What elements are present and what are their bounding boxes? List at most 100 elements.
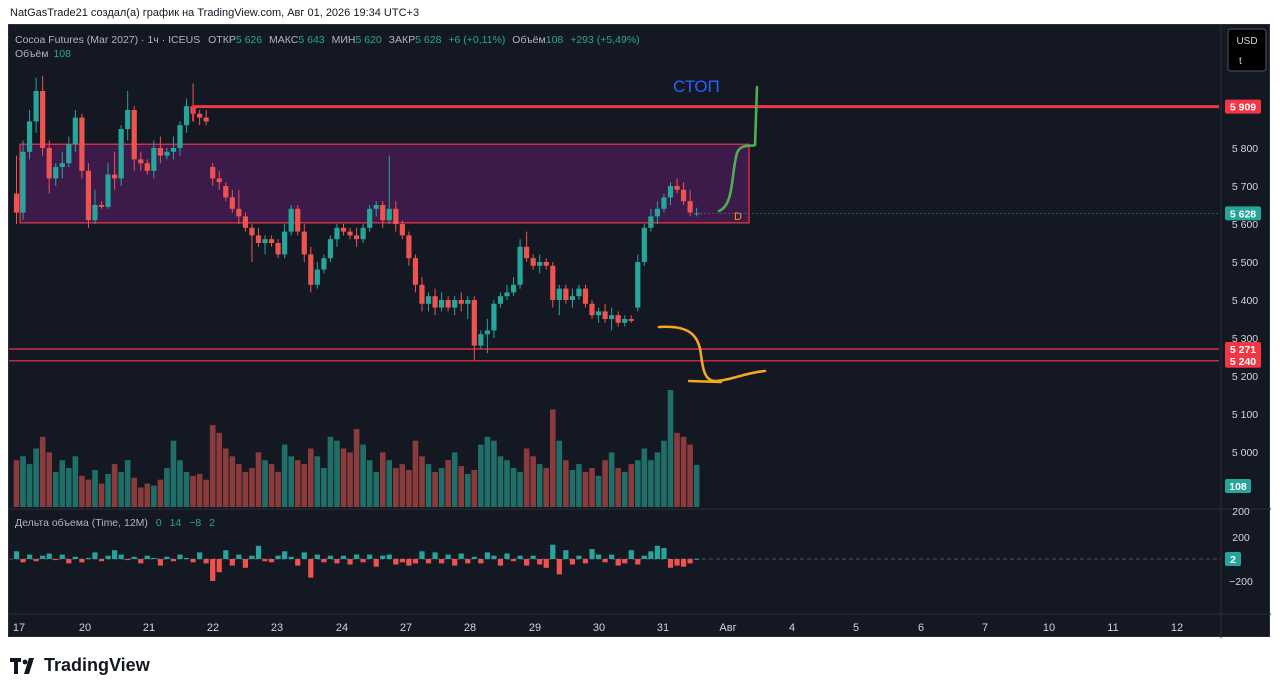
volume-bar	[602, 460, 608, 507]
volume-bar	[536, 464, 543, 507]
candle-body	[360, 227, 366, 240]
volume-bar	[451, 452, 458, 507]
volume-bar	[582, 471, 589, 507]
price-badge	[1225, 99, 1261, 114]
volume-bar	[294, 460, 301, 507]
volume-bar	[484, 436, 491, 507]
candle-body	[641, 227, 647, 262]
volume-bar	[216, 432, 223, 507]
chart-canvas[interactable]: 5 100 5 200 5 300 5 400 5 500 5 600 5 700 5 800…	[9, 25, 1271, 638]
volume-bar	[164, 468, 170, 507]
delta-bar	[412, 559, 419, 564]
bullish-path-drawing[interactable]	[717, 85, 759, 213]
candle-body	[210, 167, 216, 179]
bearish-path-drawing[interactable]	[657, 325, 767, 383]
delta-bar	[694, 558, 700, 560]
chart-frame[interactable]: 5 100 5 200 5 300 5 400 5 500 5 600 5 700 5 800…	[8, 24, 1271, 638]
price-tick-label: 5 000	[1232, 447, 1258, 459]
volume-bar	[497, 456, 504, 507]
delta-bar	[425, 559, 432, 564]
volume-bar	[190, 475, 196, 507]
candle-body	[92, 205, 98, 221]
candle-body	[628, 319, 634, 321]
delta-bar	[550, 544, 556, 559]
volume-bar	[33, 448, 39, 507]
volume-bar	[321, 468, 327, 507]
delta-bar	[504, 553, 510, 559]
candle-body	[393, 208, 399, 224]
candle-body	[53, 167, 59, 179]
candle-body	[255, 235, 262, 243]
delta-bar	[582, 559, 589, 564]
candle-body	[157, 148, 163, 156]
delta-bar	[164, 556, 170, 559]
price-tick-label: 5 400	[1232, 295, 1258, 307]
volume-bar	[177, 460, 183, 507]
tradingview-logo-icon	[10, 657, 38, 674]
delta-bar	[648, 551, 654, 559]
delta-bar	[563, 550, 569, 559]
volume-bar	[249, 468, 255, 507]
price-tick-label: 5 100	[1232, 409, 1258, 421]
candle-body	[412, 258, 419, 285]
delta-bar	[406, 559, 412, 566]
delta-bar	[386, 554, 392, 559]
candle-body	[353, 235, 360, 240]
delta-bar	[183, 557, 190, 559]
candle-body	[197, 113, 203, 118]
candle-body	[471, 300, 477, 346]
candle-body	[386, 208, 392, 221]
delta-bar	[138, 559, 144, 564]
price-badge	[1225, 353, 1261, 368]
candle-body	[563, 288, 569, 300]
candle-body	[380, 205, 386, 221]
delta-bar	[301, 552, 307, 559]
delta-bar	[445, 554, 451, 559]
volume-bar	[209, 425, 216, 507]
price-badge-label: 5 240	[1230, 356, 1256, 368]
delta-bar	[242, 559, 248, 568]
candle-body	[524, 246, 530, 259]
price-badge-label: 5 909	[1230, 102, 1256, 114]
price-badge-label: 108	[1229, 481, 1247, 493]
currency-selector[interactable]: USD t	[1227, 28, 1267, 72]
candle-body	[268, 239, 275, 243]
volume-bar	[229, 456, 236, 507]
delta-bar	[33, 559, 39, 562]
volume-bar	[680, 436, 687, 507]
candle-body	[680, 189, 687, 202]
candle-body	[20, 151, 26, 213]
candle-body	[445, 300, 451, 308]
delta-bar	[654, 545, 661, 559]
delta-bar	[98, 559, 105, 562]
candle-body	[687, 201, 693, 213]
volume-bar	[183, 471, 190, 507]
delta-bar	[314, 554, 320, 559]
candle-body	[59, 163, 65, 167]
volume-axis-label: 200	[1232, 506, 1250, 518]
delta-bar	[72, 556, 78, 559]
delta-bar	[262, 559, 268, 562]
volume-bar	[288, 456, 294, 507]
delta-bar	[458, 553, 464, 559]
candle-body	[79, 117, 85, 171]
time-tick-label: 7	[982, 622, 988, 634]
time-tick-label: 21	[143, 622, 155, 634]
volume-bar	[419, 456, 425, 507]
volume-bar	[399, 464, 406, 507]
volume-bar	[373, 471, 379, 507]
stop-annotation[interactable]: СТОП	[673, 77, 720, 96]
candle-body	[576, 288, 582, 297]
volume-bar	[222, 448, 229, 507]
candle-body	[373, 205, 379, 209]
volume-bar	[13, 460, 20, 507]
volume-bar	[39, 436, 46, 507]
delta-bar	[687, 559, 693, 564]
time-tick-label: 29	[529, 622, 541, 634]
delta-bar	[478, 559, 484, 564]
delta-bar	[680, 559, 687, 567]
volume-bar	[26, 464, 33, 507]
candle-body	[125, 110, 131, 129]
volume-bar	[314, 456, 321, 507]
delta-bar	[380, 555, 386, 559]
